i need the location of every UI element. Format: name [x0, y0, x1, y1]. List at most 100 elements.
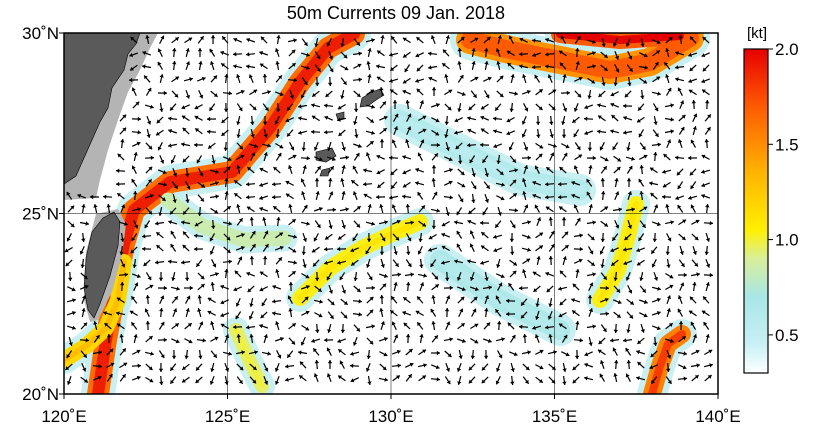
current-vector-arrow — [701, 169, 711, 174]
current-vector-arrow — [701, 52, 710, 58]
current-vector-arrow — [250, 115, 255, 126]
current-vector-arrow — [471, 60, 476, 71]
current-vector-arrow — [625, 156, 635, 161]
current-vector-arrow — [198, 90, 204, 99]
current-vector-arrow — [263, 128, 268, 138]
current-vector-arrow — [298, 374, 307, 382]
current-vector-arrow — [586, 220, 596, 225]
current-vector-arrow — [431, 177, 436, 188]
current-vector-arrow — [67, 376, 72, 385]
current-vector-arrow — [223, 205, 232, 213]
current-vector-arrow — [428, 65, 438, 70]
current-vector-arrow — [158, 350, 165, 359]
current-vector-arrow — [93, 334, 100, 343]
current-vector-arrow — [352, 233, 359, 242]
current-vector-arrow — [353, 285, 361, 293]
current-vector-arrow — [158, 272, 164, 281]
current-vector-arrow — [235, 89, 245, 95]
current-vector-arrow — [535, 142, 544, 149]
current-vector-arrow — [509, 179, 517, 187]
current-vector-arrow — [431, 321, 436, 331]
current-vector-arrow — [131, 363, 142, 368]
current-vector-arrow — [665, 48, 670, 58]
china-coast — [64, 33, 141, 185]
current-vector-arrow — [418, 115, 427, 122]
current-vector-arrow — [377, 181, 385, 189]
current-vector-arrow — [666, 139, 672, 149]
current-vector-arrow — [571, 193, 581, 199]
current-vector-arrow — [287, 78, 298, 83]
current-vector-arrow — [416, 88, 424, 96]
current-vector-arrow — [456, 230, 463, 239]
current-vector-arrow — [209, 375, 215, 385]
current-vector-arrow — [198, 321, 204, 330]
current-vector-arrow — [311, 246, 320, 253]
current-vector-arrow — [327, 76, 333, 87]
current-vector-arrow — [311, 103, 321, 108]
current-vector-arrow — [534, 204, 541, 213]
current-vector-arrow — [650, 376, 658, 385]
current-vector-arrow — [599, 373, 606, 382]
current-vector-arrow — [534, 74, 541, 83]
current-vector-arrow — [652, 76, 661, 83]
current-vector-arrow — [379, 139, 385, 148]
current-vector-arrow — [66, 191, 73, 200]
current-vector-arrow — [393, 281, 398, 292]
land-masses — [64, 33, 385, 319]
current-vector-arrow — [249, 103, 257, 111]
current-vector-arrow — [653, 151, 658, 162]
current-vector-arrow — [157, 285, 168, 291]
current-vector-arrow — [184, 285, 193, 291]
current-vector-arrow — [129, 310, 138, 317]
current-vector-arrow — [614, 191, 620, 200]
current-vector-arrow — [167, 259, 178, 264]
current-vector-arrow — [455, 142, 463, 150]
current-vector-arrow — [586, 324, 596, 329]
current-vector-arrow — [639, 312, 648, 318]
current-vector-arrow — [479, 142, 490, 148]
current-vector-arrow — [458, 349, 463, 360]
current-vector-arrow — [236, 115, 241, 125]
current-vector-arrow — [600, 51, 609, 59]
current-vector-arrow — [610, 247, 619, 253]
current-vector-arrow — [314, 220, 321, 229]
current-vector-arrow — [168, 116, 178, 121]
current-vector-arrow — [194, 104, 203, 110]
longitude-ticks: 120˚E 125˚E 130˚E 135˚E 140˚E — [41, 394, 741, 426]
current-vector-arrow — [597, 349, 606, 356]
current-vector-arrow — [571, 310, 580, 317]
current-vector-arrow — [248, 350, 258, 355]
current-vector-arrow — [575, 61, 580, 71]
current-vector-arrow — [535, 232, 544, 239]
current-vector-arrow — [521, 116, 527, 125]
current-vector-arrow — [390, 181, 398, 190]
current-vector-arrow — [544, 182, 555, 187]
current-vector-arrow — [145, 194, 154, 199]
current-vector-arrow — [236, 376, 244, 385]
current-vector-arrow — [622, 103, 633, 109]
current-vector-arrow — [404, 272, 414, 277]
current-vector-arrow — [249, 243, 256, 252]
current-vector-arrow — [145, 166, 153, 174]
current-vector-arrow — [314, 156, 323, 162]
current-vector-arrow — [272, 285, 282, 290]
current-vector-arrow — [469, 230, 475, 239]
current-vector-arrow — [314, 37, 319, 48]
current-vector-arrow — [221, 129, 229, 137]
current-vector-arrow — [482, 285, 492, 290]
current-vector-arrow — [545, 38, 554, 43]
current-vector-arrow — [613, 311, 622, 319]
current-vector-arrow — [547, 350, 557, 355]
current-vector-arrow — [574, 90, 582, 98]
current-vector-arrow — [613, 166, 621, 174]
current-vector-arrow — [688, 89, 697, 96]
current-vector-arrow — [300, 90, 306, 99]
current-vector-arrow — [352, 143, 362, 148]
current-vector-arrow — [508, 351, 518, 357]
current-vector-arrow — [315, 191, 320, 201]
current-vector-arrow — [689, 36, 697, 44]
current-vector-arrow — [262, 243, 269, 252]
current-vector-arrow — [261, 298, 268, 307]
current-vector-arrow — [115, 311, 126, 316]
current-vector-arrow — [311, 115, 320, 122]
